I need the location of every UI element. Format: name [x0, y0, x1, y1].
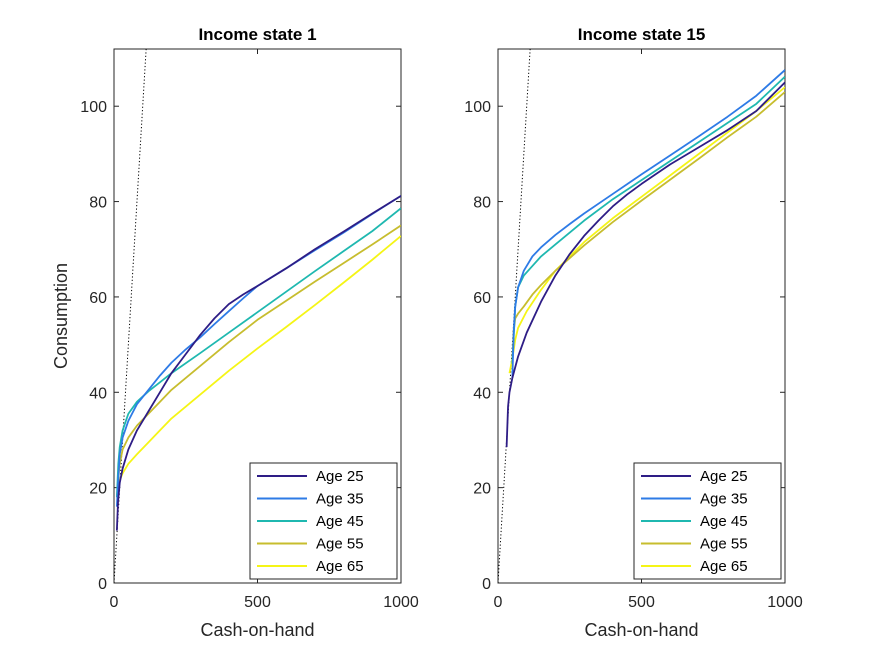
y-tick-label: 20 [89, 481, 107, 498]
series-line-age-25 [115, 195, 401, 531]
series-line-age-65 [508, 86, 785, 374]
y-tick-label: 40 [473, 385, 491, 402]
legend-label: Age 65 [316, 558, 364, 575]
series-line-age-55 [115, 224, 401, 498]
x-axis-label: Cash-on-hand [584, 620, 698, 640]
series-line-age-35 [511, 69, 785, 379]
chart-panel-1: 0 500 1000 0 20 40 60 80 100 Income state 1 Cash-o… [80, 25, 419, 640]
series-line-age-25 [505, 81, 785, 448]
x-tick-label: 0 [110, 594, 119, 611]
series-group [498, 49, 785, 583]
reference-line-dotted [498, 49, 531, 583]
y-tick-label: 60 [473, 290, 491, 307]
legend-label: Age 45 [316, 513, 364, 530]
legend: Age 25 Age 35 Age 45 Age 55 Age 65 [633, 462, 782, 580]
legend-label: Age 25 [700, 468, 748, 485]
y-tick-label: 40 [89, 385, 107, 402]
chart-title: Income state 15 [578, 25, 706, 44]
x-tick-label: 500 [244, 594, 271, 611]
y-tick-label: 100 [80, 99, 107, 116]
legend-label: Age 25 [316, 468, 364, 485]
y-tick-label: 80 [473, 195, 491, 212]
y-tick-label: 80 [89, 195, 107, 212]
legend: Age 25 Age 35 Age 45 Age 55 Age 65 [249, 462, 398, 580]
y-tick-label: 0 [482, 576, 491, 593]
y-axis-label: Consumption [51, 263, 71, 369]
legend-label: Age 35 [316, 491, 364, 508]
y-tick-label: 100 [464, 99, 491, 116]
series-group [114, 49, 401, 583]
x-tick-label: 0 [494, 594, 503, 611]
legend-label: Age 65 [700, 558, 748, 575]
x-tick-label: 1000 [767, 594, 803, 611]
legend-label: Age 55 [700, 536, 748, 553]
x-tick-label: 1000 [383, 594, 419, 611]
y-tick-label: 20 [473, 481, 491, 498]
legend-label: Age 35 [700, 491, 748, 508]
chart-title: Income state 1 [198, 25, 316, 44]
legend-label: Age 55 [316, 536, 364, 553]
chart-panel-2: 0 500 1000 0 20 40 60 80 100 Income state 15 Cash-… [464, 25, 803, 640]
y-tick-label: 0 [98, 576, 107, 593]
legend-label: Age 45 [700, 513, 748, 530]
series-line-age-55 [511, 91, 785, 364]
y-tick-label: 60 [89, 290, 107, 307]
x-axis-label: Cash-on-hand [200, 620, 314, 640]
x-tick-label: 500 [628, 594, 655, 611]
